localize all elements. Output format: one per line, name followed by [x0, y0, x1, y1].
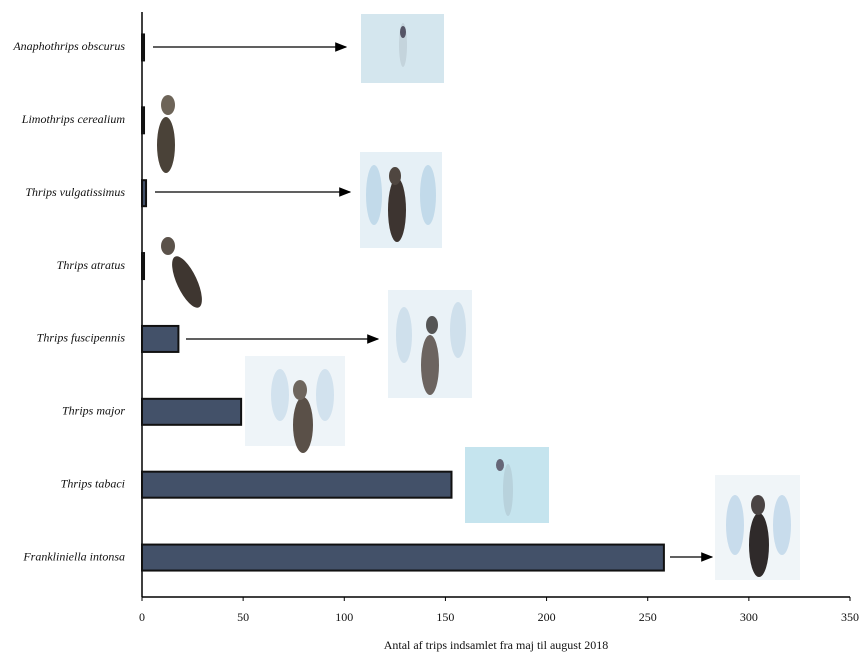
category-label: Frankliniella intonsa	[22, 549, 125, 563]
x-tick-label: 50	[237, 610, 249, 624]
bar	[142, 545, 664, 571]
x-tick-label: 100	[335, 610, 353, 624]
insect-photo	[715, 475, 800, 580]
x-tick-label: 300	[740, 610, 758, 624]
x-tick-label: 250	[639, 610, 657, 624]
insect-photo	[245, 356, 345, 453]
bar	[142, 180, 146, 206]
insect-photo	[361, 14, 444, 83]
insect-photo	[388, 290, 472, 398]
category-label: Limothrips cerealium	[21, 112, 126, 126]
x-axis-label: Antal af trips indsamlet fra maj til aug…	[384, 638, 609, 652]
bar	[142, 253, 144, 279]
category-label: Thrips fuscipennis	[37, 331, 126, 345]
category-label: Thrips tabaci	[61, 476, 125, 490]
category-label: Thrips vulgatissimus	[25, 185, 125, 199]
insect-photo	[465, 447, 549, 523]
category-label: Thrips major	[62, 404, 125, 418]
category-label: Anaphothrips obscurus	[12, 39, 125, 53]
x-tick-label: 150	[436, 610, 454, 624]
category-label: Thrips atratus	[57, 258, 126, 272]
bar	[142, 326, 178, 352]
x-tick-label: 200	[538, 610, 556, 624]
insect-photo	[161, 237, 208, 312]
x-tick-label: 0	[139, 610, 145, 624]
bar	[142, 34, 144, 60]
chart: Antal af trips indsamlet fra maj til aug…	[0, 0, 861, 655]
x-tick-label: 350	[841, 610, 859, 624]
insect-photo	[360, 152, 442, 248]
bar	[142, 399, 241, 425]
bar	[142, 472, 451, 498]
insect-photo	[157, 95, 175, 173]
bar	[142, 107, 144, 133]
